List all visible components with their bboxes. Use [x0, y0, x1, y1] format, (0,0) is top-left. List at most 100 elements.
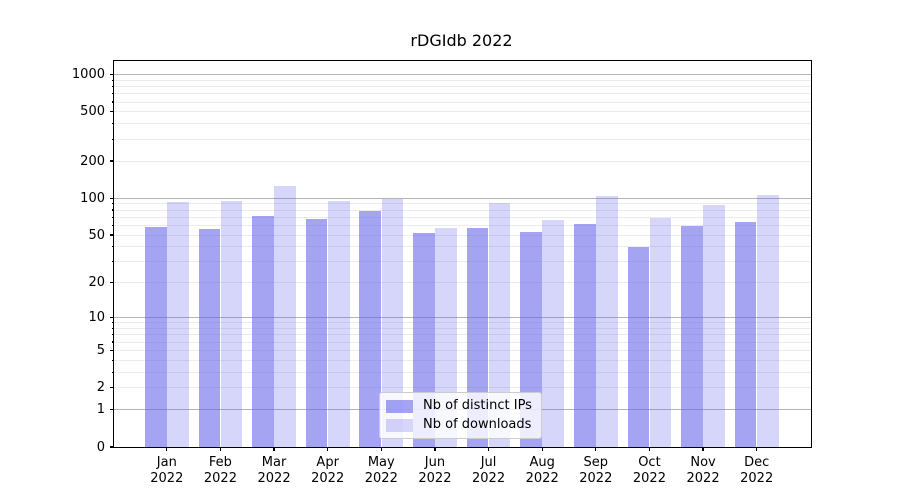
y-tick-label: 5 [96, 342, 105, 358]
x-tick-month: Oct [638, 455, 661, 470]
x-tick-label-dec: Dec 2022 [717, 455, 797, 486]
x-tick-year: 2022 [525, 470, 559, 486]
y-tick-mark [111, 327, 114, 330]
bar-distinct-ips [252, 215, 274, 447]
y-tick-mark [110, 317, 114, 319]
minor-gridline [114, 160, 811, 162]
y-tick-mark [111, 123, 114, 125]
y-tick-label: 10 [88, 310, 105, 326]
bar-distinct-ips [681, 226, 703, 447]
minor-gridline [114, 203, 811, 205]
x-tick-mark [702, 447, 704, 451]
y-tick-mark [110, 111, 114, 113]
minor-gridline [114, 282, 811, 284]
minor-gridline [114, 261, 811, 263]
y-tick-mark [110, 446, 114, 448]
y-tick-label: 1 [96, 402, 105, 418]
minor-gridline [114, 341, 811, 343]
minor-gridline [114, 101, 811, 103]
y-tick-mark [111, 101, 114, 103]
y-tick-mark [110, 349, 114, 351]
y-tick-label: 50 [88, 227, 105, 243]
minor-gridline [114, 123, 811, 125]
plot-area: 0 1 2 5 10 20 50 100 200 500 1000 Jan 2022 Feb 2022 Ma… [72, 60, 812, 486]
x-tick-mark [434, 447, 436, 451]
bar-distinct-ips [734, 221, 757, 447]
y-tick-mark [110, 234, 114, 236]
x-tick-label-mar: Mar 2022 [234, 455, 314, 486]
x-tick-month: Jun [424, 455, 446, 470]
x-tick-mark [273, 447, 275, 451]
legend: Nb of distinct IPs Nb of downloads [379, 392, 542, 439]
minor-gridline [114, 86, 811, 88]
bar-distinct-ips [144, 227, 167, 447]
x-tick-label-jun: Jun 2022 [395, 455, 475, 486]
x-tick-year: 2022 [150, 470, 184, 486]
bar-downloads [542, 220, 565, 447]
y-tick-mark [111, 322, 114, 324]
y-tick-label: 1000 [71, 67, 105, 82]
bar-downloads [167, 202, 189, 447]
x-tick-year: 2022 [579, 470, 613, 486]
minor-gridline [114, 93, 811, 95]
y-tick-mark [111, 93, 114, 95]
bar-distinct-ips [573, 223, 596, 447]
y-tick-mark [110, 282, 114, 284]
y-tick-label: 100 [80, 190, 105, 206]
y-tick-mark [111, 246, 114, 248]
x-tick-month: Dec [744, 455, 770, 470]
x-tick-mark [595, 447, 597, 451]
y-tick-mark [110, 197, 114, 199]
y-tick-label: 500 [80, 104, 105, 120]
legend-label-downloads: Nb of downloads [423, 417, 532, 432]
bar-downloads [649, 217, 672, 447]
y-tick-mark [111, 341, 114, 343]
x-tick-mark [166, 447, 168, 451]
y-tick-mark [110, 73, 114, 76]
y-tick-mark [111, 371, 114, 373]
y-tick-mark [111, 138, 114, 140]
x-tick-month: Aug [529, 455, 555, 470]
y-tick-mark [111, 216, 114, 218]
x-tick-label-apr: Apr 2022 [288, 455, 368, 486]
minor-gridline [114, 216, 811, 218]
minor-gridline [114, 387, 811, 389]
x-tick-year: 2022 [472, 470, 506, 486]
y-tick-mark [111, 359, 114, 361]
x-tick-label-may: May 2022 [341, 455, 421, 486]
x-tick-mark [219, 447, 221, 451]
y-tick-mark [111, 203, 114, 205]
x-tick-year: 2022 [740, 470, 774, 486]
bar-downloads [381, 199, 404, 447]
x-tick-label-jul: Jul 2022 [449, 455, 529, 486]
y-tick-mark [110, 160, 114, 162]
bar-downloads [756, 195, 779, 447]
minor-gridline [114, 359, 811, 361]
x-tick-year: 2022 [632, 470, 666, 486]
y-tick-mark [110, 387, 114, 389]
legend-swatch-distinct-ips [386, 399, 413, 413]
x-tick-label-jan: Jan 2022 [127, 455, 207, 486]
x-tick-label-aug: Aug 2022 [502, 455, 582, 486]
x-tick-mark [541, 447, 543, 451]
chart-title: rDGIdb 2022 [410, 31, 513, 50]
bar-distinct-ips [305, 218, 328, 447]
y-tick-label: 200 [80, 153, 105, 169]
minor-gridline [114, 246, 811, 248]
minor-gridline [114, 234, 811, 236]
x-tick-month: Mar [261, 455, 287, 470]
x-tick-mark [756, 447, 758, 451]
minor-gridline [114, 322, 811, 324]
major-gridline [114, 74, 811, 75]
minor-gridline [114, 111, 811, 113]
bar-downloads [327, 201, 350, 447]
x-tick-label-sep: Sep 2022 [556, 455, 636, 486]
y-tick-label: 0 [96, 439, 105, 455]
x-tick-mark [327, 447, 329, 451]
minor-gridline [114, 349, 811, 351]
major-gridline [114, 317, 811, 319]
minor-gridline [114, 224, 811, 226]
x-tick-mark [648, 447, 651, 451]
x-tick-month: Apr [316, 455, 339, 470]
